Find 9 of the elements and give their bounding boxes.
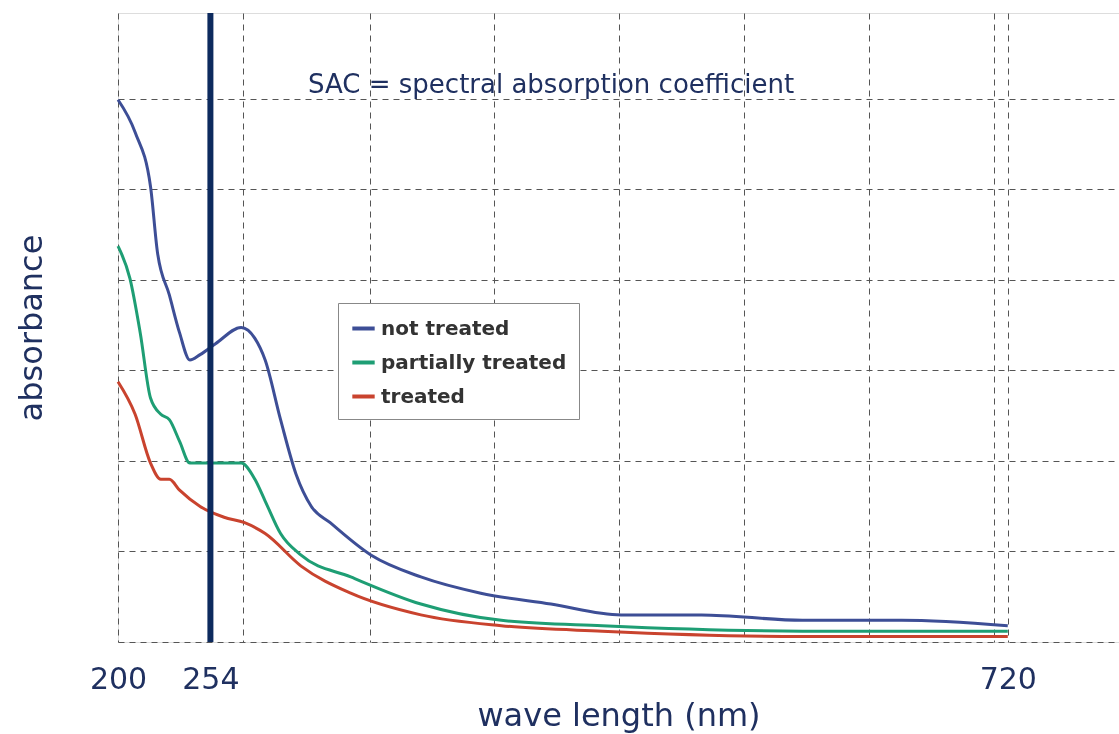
text: SAC = spectral absorption coefficient	[308, 69, 795, 99]
x-tick-label: 200	[89, 660, 148, 696]
legend-label: treated	[381, 383, 465, 408]
x-tick-label: 254	[182, 660, 240, 696]
legend-label: partially treated	[381, 349, 567, 374]
y-axis-title: absorbance	[11, 234, 50, 422]
x-axis-title: wave length (nm)	[477, 695, 761, 734]
x-tick-label: 720	[979, 660, 1037, 696]
legend-label: not treated	[381, 315, 510, 340]
